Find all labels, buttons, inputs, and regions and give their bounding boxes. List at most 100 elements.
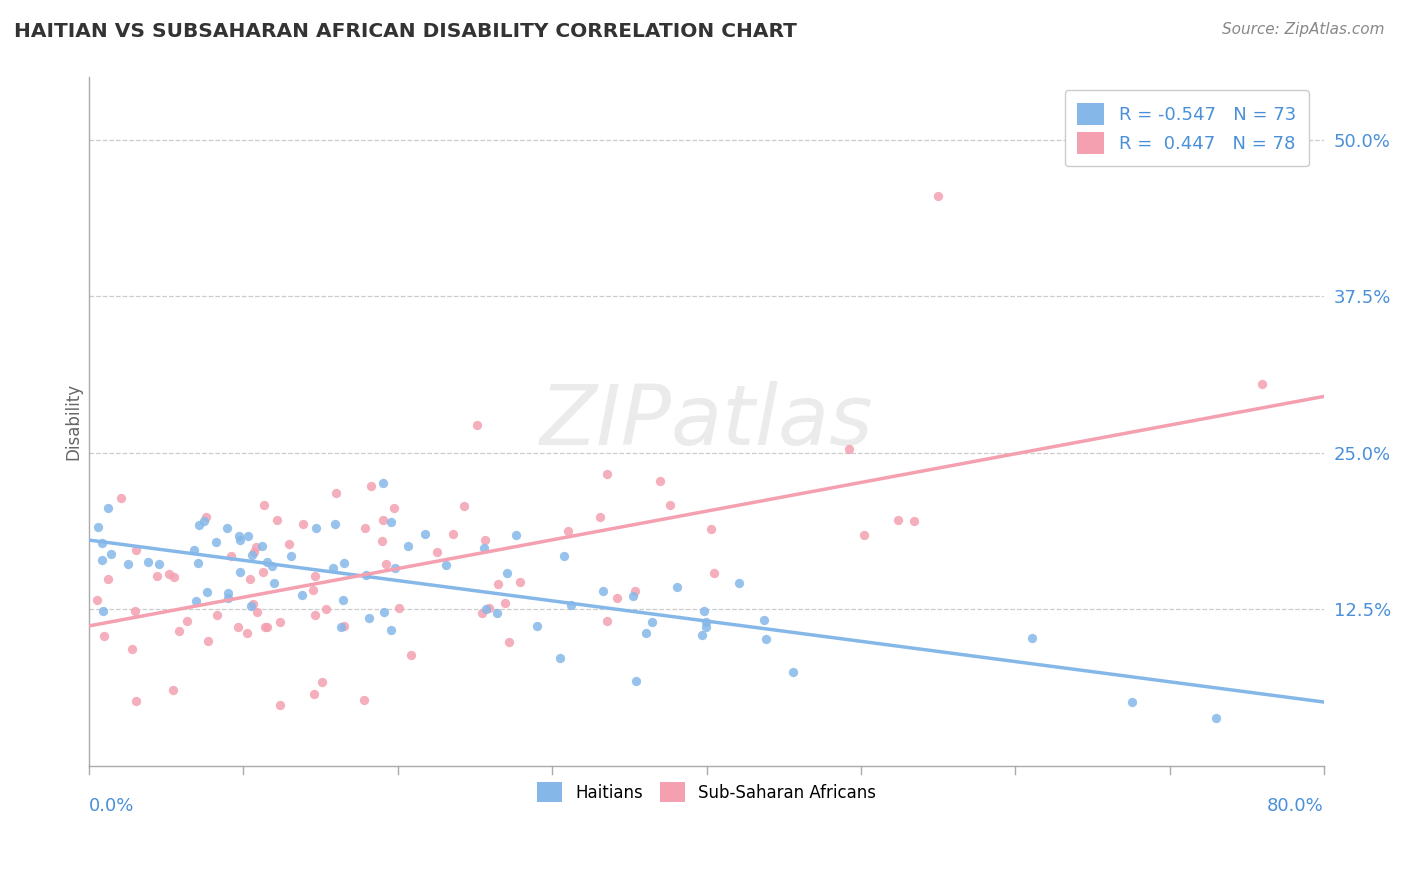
Point [695,615,717,629]
Point [927,189,949,203]
Point [425,544,447,558]
Text: HAITIAN VS SUBSAHARAN AFRICAN DISABILITY CORRELATION CHART: HAITIAN VS SUBSAHARAN AFRICAN DISABILITY… [14,22,797,41]
Point [703,566,725,580]
Point [453,499,475,513]
Point [100,547,122,561]
Point [228,529,250,543]
Point [253,620,276,634]
Point [560,599,582,613]
Point [754,613,776,627]
Point [252,565,274,579]
Point [97,500,120,515]
Point [658,498,681,512]
Point [176,614,198,628]
Point [91,536,114,550]
Point [236,529,259,543]
Point [434,558,457,573]
Point [136,555,159,569]
Point [478,601,501,615]
Point [145,569,167,583]
Point [321,561,343,575]
Point [240,548,263,562]
Point [242,597,264,611]
Point [1205,711,1227,725]
Point [124,604,146,618]
Y-axis label: Disability: Disability [65,383,82,460]
Point [197,633,219,648]
Point [266,513,288,527]
Point [226,620,249,634]
Point [148,557,170,571]
Point [110,491,132,505]
Point [755,632,778,646]
Point [692,604,714,618]
Text: ZIPatlas: ZIPatlas [540,381,873,462]
Point [360,479,382,493]
Point [311,674,333,689]
Point [1251,377,1274,392]
Point [302,687,325,701]
Point [359,611,381,625]
Point [903,515,925,529]
Point [121,642,143,657]
Point [853,528,876,542]
Point [167,624,190,638]
Point [592,583,614,598]
Point [280,549,302,563]
Point [728,575,751,590]
Point [382,501,405,516]
Point [384,560,406,574]
Point [194,510,217,524]
Point [373,605,395,619]
Point [186,594,208,608]
Point [215,521,238,535]
Point [217,586,239,600]
Point [474,533,496,548]
Point [371,513,394,527]
Point [505,528,527,542]
Legend: Haitians, Sub-Saharan Africans: Haitians, Sub-Saharan Africans [530,775,883,809]
Point [475,602,498,616]
Point [162,682,184,697]
Point [229,566,252,580]
Point [441,527,464,541]
Point [260,558,283,573]
Point [187,518,209,533]
Point [323,516,346,531]
Point [700,522,723,536]
Point [371,475,394,490]
Point [91,552,114,566]
Point [304,607,326,622]
Point [86,593,108,607]
Point [588,510,610,524]
Point [634,626,657,640]
Point [498,634,520,648]
Point [415,527,437,541]
Point [596,467,619,481]
Point [93,630,115,644]
Point [183,543,205,558]
Point [332,556,354,570]
Point [782,665,804,679]
Point [648,475,671,489]
Point [278,537,301,551]
Point [117,558,139,572]
Point [250,540,273,554]
Point [253,498,276,512]
Point [485,606,508,620]
Point [486,577,509,591]
Text: Source: ZipAtlas.com: Source: ZipAtlas.com [1222,22,1385,37]
Point [97,572,120,586]
Point [509,574,531,589]
Point [239,572,262,586]
Point [193,514,215,528]
Point [263,575,285,590]
Point [354,568,377,582]
Point [496,566,519,580]
Point [606,591,628,605]
Point [229,533,252,547]
Point [494,596,516,610]
Point [87,520,110,534]
Point [375,558,398,572]
Point [380,516,402,530]
